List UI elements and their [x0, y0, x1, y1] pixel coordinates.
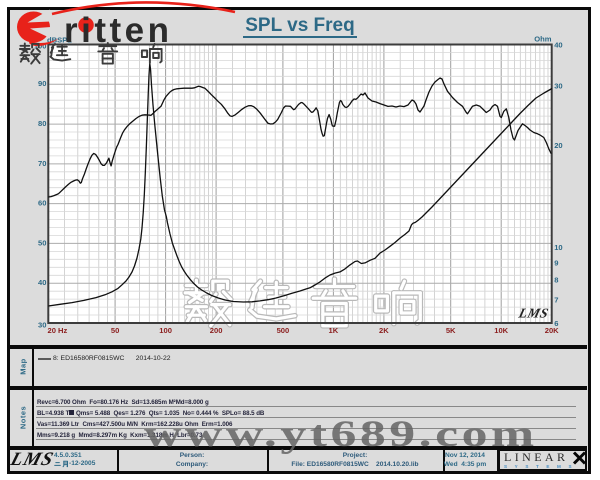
svg-text:10K: 10K — [494, 326, 508, 335]
svg-text:LMS: LMS — [516, 306, 550, 321]
svg-text:40: 40 — [554, 41, 562, 50]
svg-text:2K: 2K — [379, 326, 389, 335]
svg-text:7: 7 — [554, 295, 558, 304]
svg-text:20 Hz: 20 Hz — [48, 326, 68, 335]
svg-text:30: 30 — [554, 82, 562, 91]
svg-text:70: 70 — [38, 159, 46, 168]
svg-text:90: 90 — [38, 79, 46, 88]
svg-text:20K: 20K — [545, 326, 559, 335]
svg-text:80: 80 — [38, 119, 46, 128]
svg-text:50: 50 — [111, 326, 119, 335]
svg-text:6: 6 — [554, 319, 558, 328]
svg-text:50: 50 — [38, 238, 46, 247]
svg-text:20: 20 — [554, 141, 562, 150]
svg-text:9: 9 — [554, 258, 558, 267]
svg-text:Ohm: Ohm — [534, 35, 552, 44]
svg-text:200: 200 — [210, 326, 223, 335]
svg-text:60: 60 — [38, 199, 46, 208]
svg-text:100: 100 — [159, 326, 172, 335]
svg-text:30: 30 — [38, 320, 46, 329]
svg-text:10: 10 — [554, 243, 562, 252]
svg-text:5K: 5K — [446, 326, 456, 335]
svg-text:dBSPL: dBSPL — [47, 36, 72, 45]
svg-text:500: 500 — [277, 326, 290, 335]
svg-text:100: 100 — [34, 42, 47, 51]
svg-text:40: 40 — [38, 278, 46, 287]
svg-text:1K: 1K — [329, 326, 339, 335]
svg-text:8: 8 — [554, 276, 558, 285]
